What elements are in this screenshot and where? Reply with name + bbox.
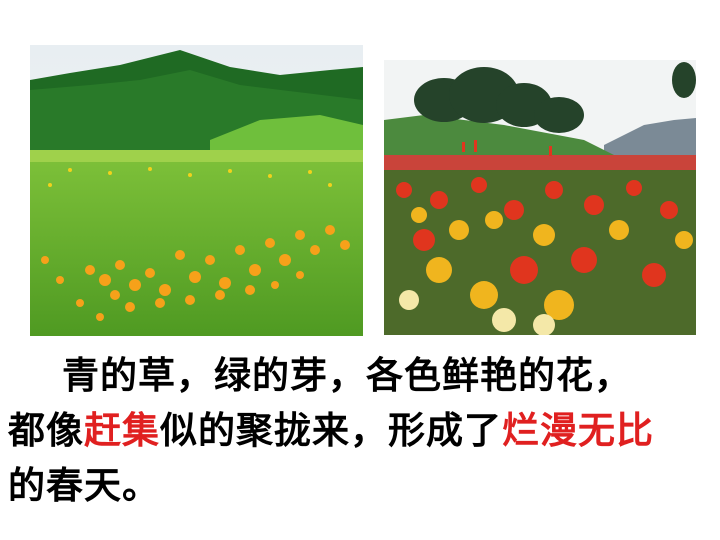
- passage-line-1: 青的草，绿的芽，各色鲜艳的花，: [62, 354, 632, 397]
- passage-line-2-part-c: 似的聚拢来，形成了: [160, 409, 502, 452]
- passage-line-2-part-a: 都像: [8, 409, 84, 452]
- poem-passage: 青的草，绿的芽，各色鲜艳的花， 都像赶集似的聚拢来，形成了烂漫无比 的春天。: [8, 348, 712, 513]
- passage-line-3: 的春天。: [8, 464, 160, 507]
- passage-line-2: 都像赶集似的聚拢来，形成了烂漫无比: [8, 403, 712, 458]
- flower-field-photo: [384, 60, 696, 335]
- meadow-photo: [30, 45, 363, 336]
- highlight-ganji: 赶集: [84, 409, 160, 452]
- meadow-illustration: [30, 45, 363, 336]
- highlight-lanman: 烂漫无比: [502, 409, 654, 452]
- flower-field-illustration: [384, 60, 696, 335]
